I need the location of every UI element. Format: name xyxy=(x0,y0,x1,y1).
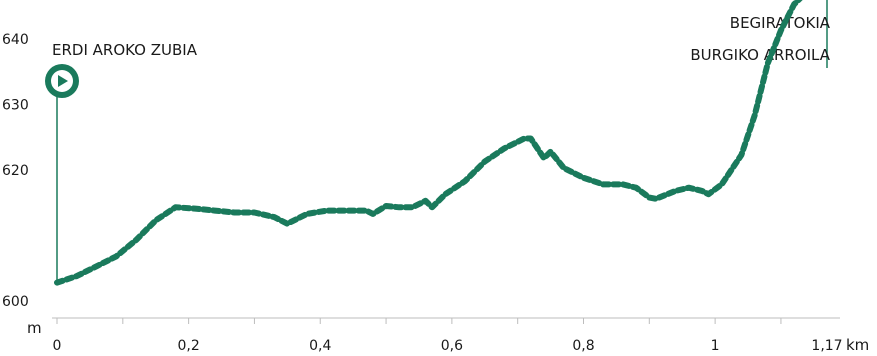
x-axis-tick-label: 0 xyxy=(53,338,62,354)
y-axis-tick-label: 600 xyxy=(2,294,29,310)
end-location-label-line2: BURGIKO ARROILA xyxy=(690,46,830,64)
y-axis-tick-label: 630 xyxy=(2,98,29,114)
x-axis-tick-label: 1,17 xyxy=(811,338,842,354)
x-axis-ticks: 0 0,2 0,4 0,6 0,8 1 1,17 xyxy=(53,318,843,354)
elevation-series-line xyxy=(54,0,803,286)
y-axis-labels: 600 620 630 640 xyxy=(2,32,29,310)
end-location-label-line1: BEGIRATOKIA xyxy=(730,14,831,32)
x-axis-tick-label: 1 xyxy=(711,338,720,354)
x-axis-tick-label: 0,4 xyxy=(309,338,331,354)
x-axis-unit-label: km xyxy=(846,336,869,354)
x-axis-tick-label: 0,6 xyxy=(441,338,463,354)
x-axis-tick-label: 0,2 xyxy=(177,338,199,354)
y-axis-tick-label: 640 xyxy=(2,32,29,48)
y-axis-unit-label: m xyxy=(27,319,42,337)
play-start-icon xyxy=(45,64,79,98)
start-location-label: ERDI AROKO ZUBIA xyxy=(52,41,198,59)
y-axis-tick-label: 620 xyxy=(2,163,29,179)
x-axis-tick-label: 0,8 xyxy=(572,338,594,354)
